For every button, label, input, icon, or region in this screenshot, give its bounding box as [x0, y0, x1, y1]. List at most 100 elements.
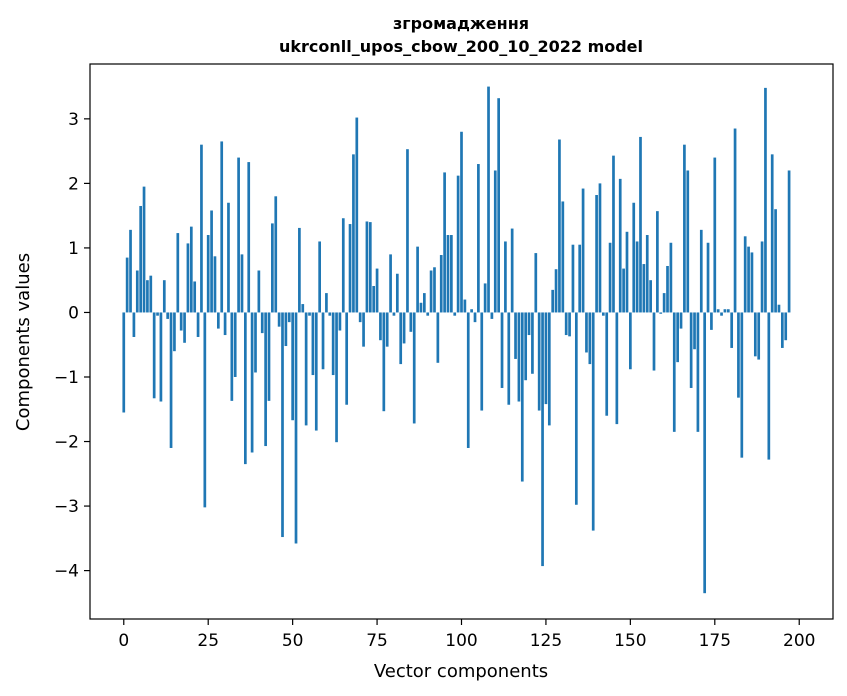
y-axis-ticks: 3 2 1 0 −1 −2 −3 −4	[54, 110, 90, 582]
bar	[439, 255, 443, 313]
bar	[335, 312, 338, 443]
bar	[689, 312, 693, 388]
bar	[601, 312, 605, 316]
bar	[571, 244, 575, 313]
bar	[710, 312, 713, 330]
bar	[162, 280, 166, 313]
x-tick-label: 100	[445, 631, 477, 651]
bar	[368, 222, 372, 313]
bar	[747, 246, 750, 313]
bar	[132, 312, 136, 337]
bar	[662, 293, 666, 313]
bar	[159, 312, 163, 402]
x-tick-label: 0	[118, 631, 129, 651]
bar	[635, 241, 639, 313]
bar	[608, 242, 612, 313]
x-tick-label: 125	[530, 631, 562, 651]
bar	[284, 312, 288, 347]
bar	[720, 312, 723, 316]
bar	[629, 312, 632, 370]
bar	[615, 312, 619, 425]
bar	[581, 188, 585, 313]
bar	[274, 196, 278, 313]
bar	[250, 312, 254, 453]
bar	[612, 155, 615, 313]
bar	[534, 253, 538, 313]
bar	[585, 312, 588, 353]
bar	[291, 312, 294, 421]
bar	[743, 236, 747, 313]
bar	[233, 312, 237, 377]
bar	[517, 312, 521, 402]
bar	[392, 312, 396, 316]
bar	[365, 221, 369, 313]
bar	[463, 299, 467, 313]
bar	[267, 312, 271, 401]
bar	[146, 280, 149, 313]
bar	[483, 283, 487, 313]
bar	[774, 209, 777, 313]
bar	[544, 312, 548, 405]
bar	[281, 312, 284, 538]
bar	[531, 312, 534, 374]
bar	[541, 312, 544, 567]
bar	[679, 312, 683, 329]
bar	[696, 312, 700, 432]
y-tick-label: −2	[54, 433, 79, 453]
bar	[325, 293, 328, 313]
bar	[328, 312, 332, 316]
bar	[203, 312, 207, 508]
bar	[500, 312, 504, 388]
bar	[777, 304, 781, 313]
bar	[304, 312, 308, 426]
bar	[443, 172, 446, 313]
bar	[264, 312, 267, 447]
bar	[358, 312, 362, 323]
bar	[423, 293, 426, 313]
bar	[672, 312, 676, 432]
y-axis-label: Components values	[13, 253, 34, 431]
bar	[389, 254, 392, 313]
bar	[639, 136, 642, 313]
bar	[213, 256, 217, 313]
bar	[740, 312, 744, 458]
bar	[733, 128, 737, 313]
y-tick-label: −4	[54, 562, 79, 582]
bar	[760, 241, 764, 313]
bar	[591, 312, 595, 531]
bar	[227, 202, 230, 313]
bar	[129, 229, 132, 313]
bar	[314, 312, 318, 431]
bar	[460, 131, 463, 313]
bar	[568, 312, 571, 337]
bar	[406, 149, 409, 313]
bar	[152, 312, 156, 399]
bar	[770, 154, 774, 313]
bar	[412, 312, 416, 424]
bar	[223, 312, 227, 336]
y-tick-label: −1	[54, 368, 79, 388]
bar	[716, 309, 720, 313]
bar	[514, 312, 517, 359]
bar	[244, 312, 247, 465]
bar	[385, 312, 389, 347]
bar	[737, 312, 740, 398]
x-axis-ticks: 0 25 50 75 100 125 150 175 200	[118, 619, 815, 651]
bar	[625, 231, 629, 313]
bar	[527, 312, 531, 336]
bar	[210, 210, 213, 313]
x-tick-label: 200	[783, 631, 815, 651]
bar	[537, 312, 541, 411]
bar	[142, 186, 146, 313]
bar	[656, 211, 659, 313]
bar	[321, 312, 325, 370]
bar	[294, 312, 298, 544]
bar	[216, 312, 220, 329]
x-tick-label: 25	[197, 631, 219, 651]
bar	[554, 269, 558, 313]
bar	[780, 312, 784, 348]
bar	[547, 312, 551, 426]
bar	[186, 243, 190, 313]
bar	[456, 175, 460, 313]
